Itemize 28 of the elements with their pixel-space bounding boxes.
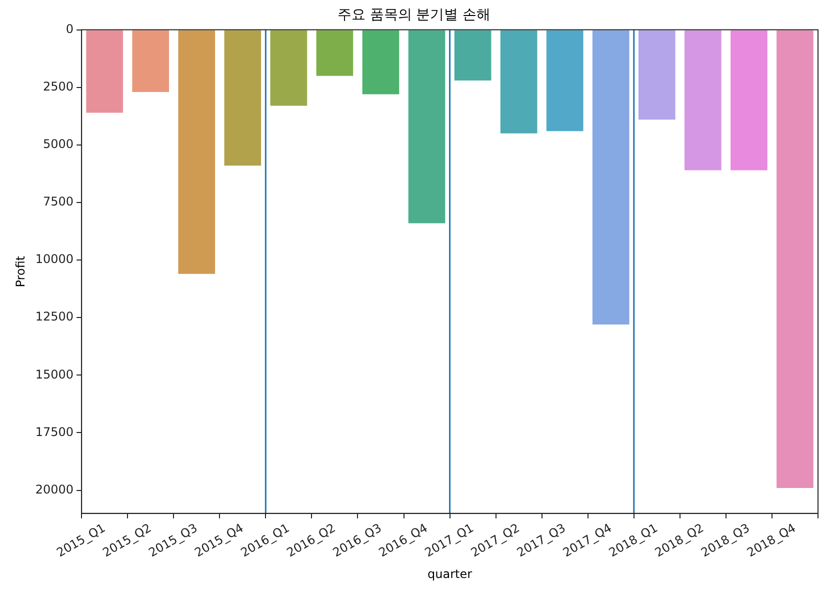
bar <box>776 30 814 488</box>
bar <box>178 30 216 274</box>
chart-title: 주요 품목의 분기별 손해 <box>337 7 491 24</box>
y-tick-label: 20000 <box>35 482 74 496</box>
bar <box>86 30 123 113</box>
y-tick-label: 7500 <box>43 194 74 209</box>
bar <box>362 30 400 94</box>
y-tick-label: 2500 <box>43 79 74 94</box>
x-axis-title: quarter <box>428 566 472 581</box>
bar <box>408 30 446 224</box>
y-tick-label: 0 <box>66 22 74 36</box>
y-tick-label: 12500 <box>35 310 74 324</box>
bar <box>684 30 722 170</box>
bar <box>270 30 308 106</box>
bar <box>224 30 262 166</box>
bar <box>546 30 584 132</box>
bar <box>454 30 492 80</box>
y-tick-label: 17500 <box>35 424 74 439</box>
y-tick-label: 15000 <box>35 367 74 382</box>
y-tick-label: 5000 <box>43 137 74 152</box>
bar <box>316 30 354 76</box>
bar <box>500 30 538 134</box>
y-axis-title: Profit <box>13 256 28 288</box>
y-tick-label: 10000 <box>35 252 74 266</box>
bar <box>638 30 676 120</box>
bar <box>730 30 768 170</box>
bar <box>592 30 630 325</box>
bar <box>132 30 170 92</box>
